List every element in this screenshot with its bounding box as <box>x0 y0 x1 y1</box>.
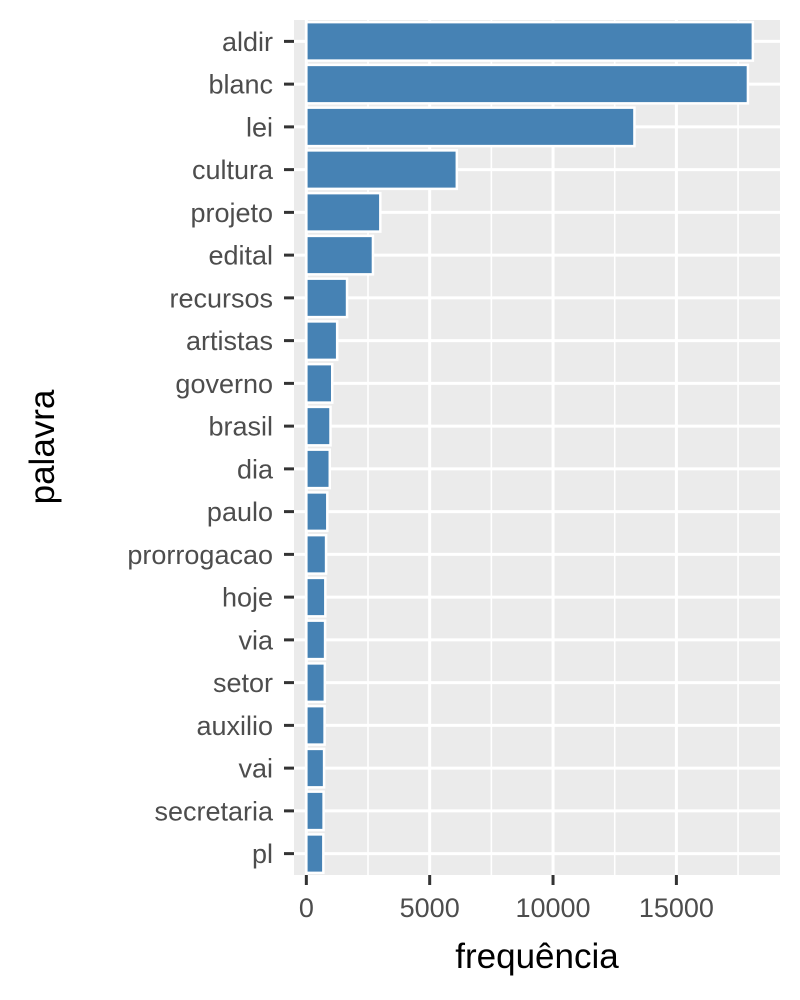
y-tick-label: paulo <box>207 497 273 527</box>
x-tick-label: 5000 <box>400 893 460 923</box>
x-axis: 0 5000 10000 15000 <box>299 875 714 923</box>
bar <box>305 704 326 746</box>
y-tick-label: prorrogacao <box>127 540 273 570</box>
bar <box>305 576 327 618</box>
bar <box>305 491 329 533</box>
y-tick-label: artistas <box>186 326 273 356</box>
x-tick-label: 15000 <box>639 893 714 923</box>
y-axis-title: palavra <box>23 389 62 504</box>
bar <box>305 662 327 704</box>
y-tick-label: brasil <box>208 412 273 442</box>
bars <box>305 20 755 875</box>
y-tick-label: governo <box>175 369 273 399</box>
y-tick-label: projeto <box>190 198 273 228</box>
bar <box>305 747 326 789</box>
y-tick-label: hoje <box>222 583 273 613</box>
bar <box>305 405 332 447</box>
y-tick-label: setor <box>213 668 273 698</box>
y-tick-label: edital <box>208 241 273 271</box>
y-tick-label: pl <box>252 839 273 869</box>
bar <box>305 149 459 191</box>
bar <box>305 20 755 62</box>
y-tick-label: lei <box>246 112 273 142</box>
y-tick-label: via <box>238 625 273 655</box>
y-tick-label: cultura <box>192 155 274 185</box>
y-tick-label: aldir <box>222 27 273 57</box>
x-axis-title: frequência <box>455 937 619 976</box>
x-tick-label: 10000 <box>515 893 590 923</box>
y-tick-label: dia <box>237 454 274 484</box>
y-tick-label: auxilio <box>196 711 273 741</box>
bar <box>305 191 382 233</box>
bar <box>305 320 339 362</box>
bar <box>305 790 325 832</box>
bar <box>305 833 325 875</box>
bar <box>305 619 327 661</box>
y-axis: aldir blanc lei cultura projeto edital recurso… <box>127 27 294 869</box>
bar <box>305 362 334 404</box>
y-tick-label: recursos <box>169 283 273 313</box>
plot-panel <box>294 20 780 875</box>
y-tick-label: vai <box>238 754 273 784</box>
bar <box>305 106 636 148</box>
bar <box>305 533 328 575</box>
bar <box>305 63 750 105</box>
y-tick-label: secretaria <box>154 796 274 826</box>
bar <box>305 277 349 319</box>
bar <box>305 234 375 276</box>
x-tick-label: 0 <box>299 893 314 923</box>
bar <box>305 448 332 490</box>
y-tick-label: blanc <box>208 70 273 100</box>
